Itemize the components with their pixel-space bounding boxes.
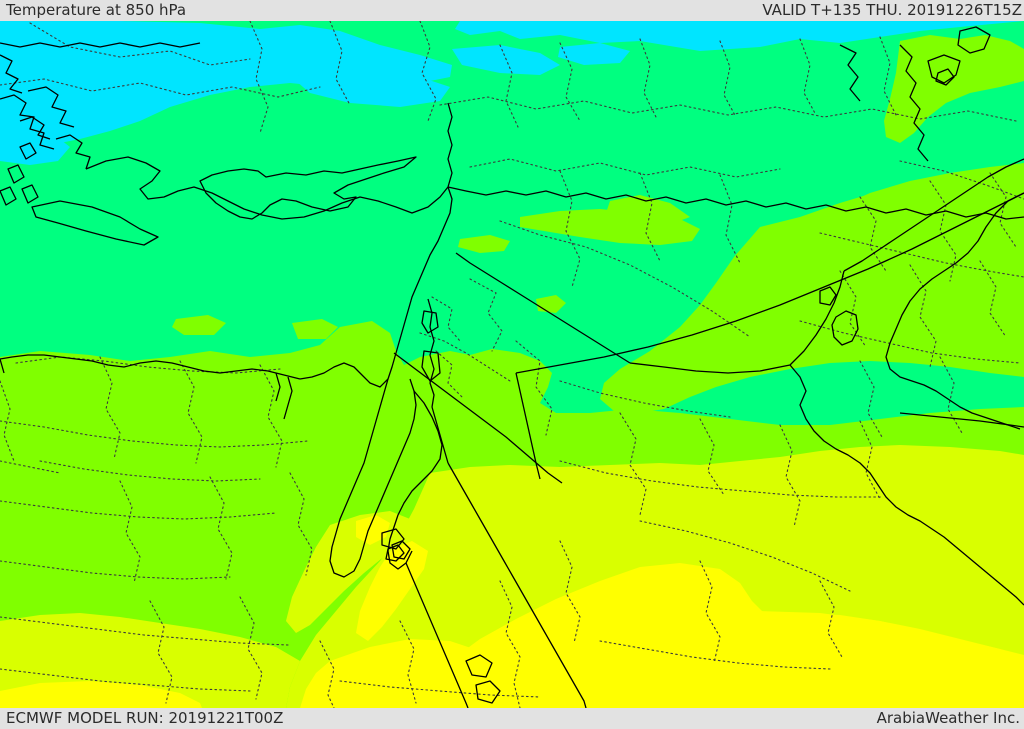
band-coldest-patch-a (558, 43, 630, 65)
band-coldest-lobe-east (296, 69, 450, 107)
brand-label: ArabiaWeather Inc. (876, 709, 1020, 727)
temperature-field-svg (0, 21, 1024, 708)
band-mild-small-c (172, 315, 226, 335)
band-mild-iran-top (884, 35, 1024, 143)
admin-borders (0, 21, 1024, 708)
band-mild-small-e (606, 195, 690, 225)
band-warmest-yemen (640, 611, 1024, 708)
band-mild-small-d (292, 319, 338, 339)
page-title: Temperature at 850 hPa (6, 1, 187, 19)
temperature-bands (0, 21, 1024, 708)
footer-bar: ECMWF MODEL RUN: 20191221T00Z ArabiaWeat… (0, 708, 1024, 729)
band-warmest-patch-a (0, 681, 202, 708)
band-coldest (0, 21, 1024, 51)
model-run-label: ECMWF MODEL RUN: 20191221T00Z (6, 709, 284, 727)
band-warm-patch-a (440, 477, 660, 509)
band-mild-gulf (600, 165, 1024, 413)
coastlines-and-borders (0, 26, 1024, 708)
band-coldest-patch-b (0, 21, 56, 41)
band-warm-redsea (286, 511, 410, 633)
band-mild-jordan-lobe (458, 235, 510, 253)
header-bar: Temperature at 850 hPa VALID T+135 THU. … (0, 0, 1024, 21)
valid-time-label: VALID T+135 THU. 20191226T15Z (762, 1, 1022, 19)
band-coldest-main (0, 21, 452, 151)
band-warmest-redsea-strip (356, 541, 428, 641)
band-coldest-lobe-west (0, 125, 70, 165)
forecast-map[interactable] (0, 21, 1024, 708)
